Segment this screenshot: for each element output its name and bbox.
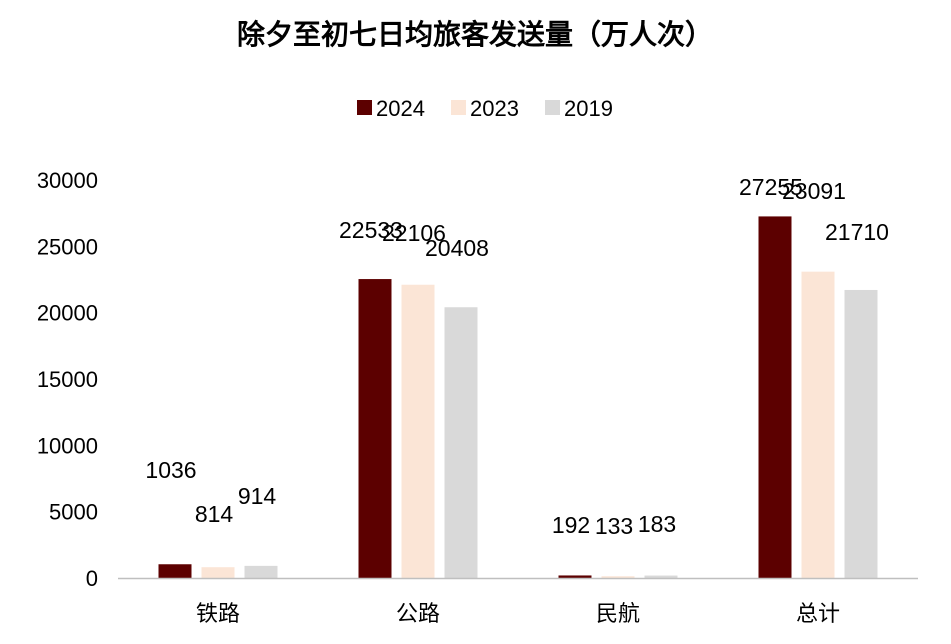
x-category-label: 铁路 — [196, 602, 240, 627]
data-label-2024-0: 1036 — [145, 457, 196, 483]
bar-2024-0 — [158, 564, 192, 578]
legend-label-2024: 2024 — [376, 96, 425, 121]
bar-2023-3 — [801, 271, 835, 578]
bar-2023-2 — [601, 576, 635, 578]
bar-2019-2 — [644, 575, 678, 578]
data-label-2019-2: 183 — [638, 511, 676, 537]
data-label-2023-3: 23091 — [782, 178, 846, 204]
data-label-2023-0: 814 — [195, 501, 234, 527]
data-label-2019-3: 21710 — [825, 219, 889, 245]
bar-2024-3 — [758, 216, 792, 579]
x-category-label: 民航 — [596, 602, 640, 627]
bar-2019-1 — [444, 307, 478, 578]
bar-2024-2 — [558, 575, 592, 578]
y-tick-label: 5000 — [49, 500, 98, 525]
y-tick-label: 15000 — [37, 367, 98, 392]
y-tick-label: 10000 — [37, 433, 98, 458]
bar-2019-0 — [244, 565, 278, 578]
x-category-label: 总计 — [796, 602, 840, 627]
legend-swatch-2019 — [545, 100, 560, 115]
legend-swatch-2024 — [357, 100, 372, 115]
y-axis: 0 5000 10000 15000 20000 25000 30000 — [37, 168, 98, 591]
bar-2023-1 — [401, 284, 435, 578]
data-label-2024-2: 192 — [552, 512, 590, 538]
legend: 2024 2023 2019 — [357, 96, 613, 121]
data-label-2019-0: 914 — [238, 483, 277, 509]
data-label-2019-1: 20408 — [425, 235, 489, 261]
x-category-label: 公路 — [396, 602, 440, 627]
y-tick-label: 20000 — [37, 301, 98, 326]
bar-2024-1 — [358, 279, 392, 578]
x-axis-categories: 铁路 公路 民航 总计 — [196, 602, 840, 627]
y-tick-label: 30000 — [37, 168, 98, 193]
legend-label-2019: 2019 — [564, 96, 613, 121]
bars — [158, 216, 878, 579]
chart-title: 除夕至初七日均旅客发送量（万人次） — [237, 18, 713, 51]
y-tick-label: 0 — [86, 566, 98, 591]
data-label-2024-1: 22533 — [339, 217, 403, 243]
data-label-2023-2: 133 — [595, 513, 633, 539]
legend-label-2023: 2023 — [470, 96, 519, 121]
bar-2023-0 — [201, 567, 235, 578]
data-label-2024-3: 27255 — [739, 174, 803, 200]
data-label-2023-1: 22106 — [382, 220, 446, 246]
legend-swatch-2023 — [451, 100, 466, 115]
y-tick-label: 25000 — [37, 234, 98, 259]
bar-2019-3 — [844, 289, 878, 578]
